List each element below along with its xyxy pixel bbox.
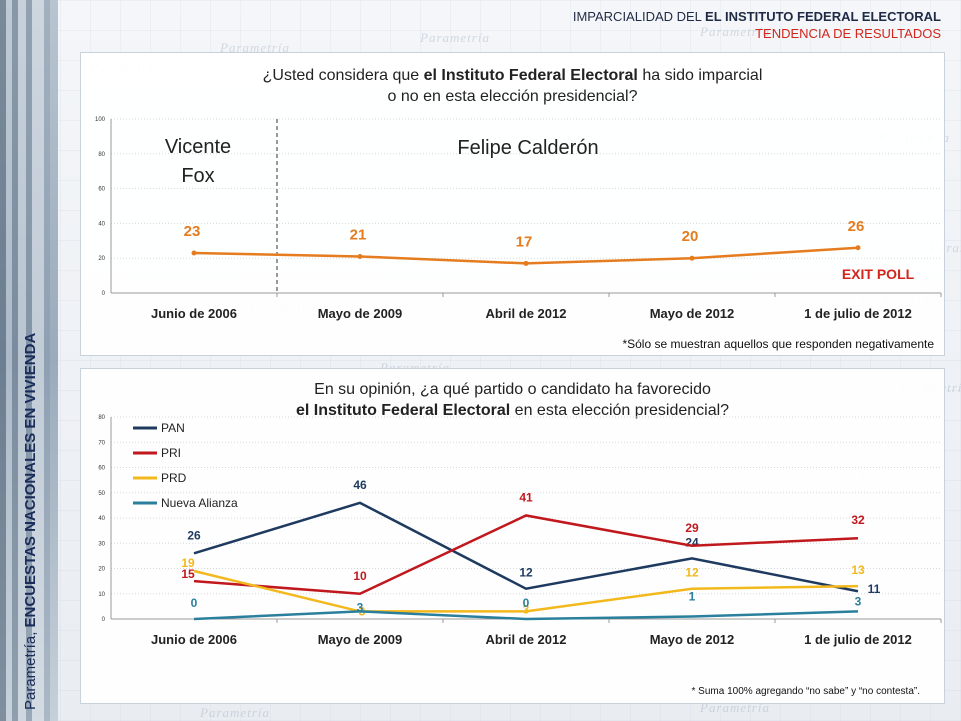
x-tick-label: Abril de 2012 [486, 632, 567, 647]
sidebar-label-prefix: Parametría, [22, 627, 39, 710]
annotation-calderon: Felipe Calderón [457, 137, 598, 159]
page-header: IMPARCIALIDAD DEL EL INSTITUTO FEDERAL E… [573, 8, 941, 42]
data-point [523, 260, 529, 266]
series-line-pri [193, 514, 859, 596]
data-label-prd: 12 [685, 566, 699, 580]
y-tick-label: 70 [98, 440, 105, 446]
data-label-pan: 12 [519, 566, 533, 580]
data-label-pri: 29 [685, 521, 699, 535]
chart2-title-post: en esta elección presidencial? [510, 402, 730, 419]
legend-label: Nueva Alianza [161, 496, 238, 510]
x-tick-label: 1 de julio de 2012 [804, 306, 912, 321]
chart2-title-line1: En su opinión, ¿a qué partido o candidat… [314, 381, 711, 398]
legend-label: PRI [161, 446, 181, 460]
data-label-pan: 11 [868, 582, 881, 596]
y-tick-label: 40 [98, 221, 105, 227]
chart1-title-post: ha sido imparcial [637, 67, 763, 84]
y-tick-label: 60 [98, 466, 105, 472]
chart1-title-bold: el Instituto Federal Electoral [423, 67, 638, 84]
series-line-prd [193, 569, 859, 613]
data-point [191, 250, 197, 256]
y-tick-label: 40 [98, 516, 105, 522]
watermark-text: Parametría [220, 40, 290, 55]
data-label-pri: 32 [851, 513, 865, 527]
data-label-nueva-alianza: 1 [689, 589, 696, 603]
data-label: 17 [516, 233, 533, 250]
watermark-text: Parametría [700, 24, 770, 39]
data-label-prd: 19 [181, 556, 195, 570]
data-point [357, 253, 363, 259]
data-label-nueva-alianza: 3 [855, 594, 862, 608]
y-tick-label: 0 [102, 291, 106, 297]
data-label-pan: 46 [353, 478, 367, 492]
y-tick-label: 100 [95, 117, 106, 123]
y-tick-label: 20 [98, 256, 105, 262]
tree-decoration [0, 0, 58, 721]
series-line-nueva-alianza [193, 610, 859, 621]
header-line1: IMPARCIALIDAD DEL EL INSTITUTO FEDERAL E… [573, 8, 941, 25]
x-tick-label: Junio de 2006 [151, 306, 237, 321]
y-tick-label: 10 [98, 592, 105, 598]
header-prefix: IMPARCIALIDAD DEL [572, 9, 706, 24]
x-tick-label: Mayo de 2012 [650, 632, 735, 647]
chart1-title: ¿Usted considera que el Instituto Federa… [81, 65, 944, 107]
data-label-prd: 13 [851, 563, 865, 577]
chart1-svg: 0 20 40 60 80 100 Junio de 2006 Mayo de 2009 Abr… [95, 117, 942, 321]
data-point [689, 255, 695, 261]
chart2-title-bold: el Instituto Federal Electoral [295, 402, 511, 419]
x-tick-label: Mayo de 2009 [318, 306, 403, 321]
y-tick-label: 0 [102, 617, 106, 623]
data-label-nueva-alianza: 3 [357, 600, 364, 614]
x-tick-label: Abril de 2012 [486, 306, 567, 321]
sidebar-label: Parametría, ENCUESTAS NACIONALES EN VIVI… [22, 333, 39, 710]
data-label: 20 [682, 228, 699, 245]
watermark-text: Parametría [200, 705, 270, 720]
annotation-exit-poll: EXIT POLL [842, 266, 915, 282]
series-line-pan [193, 501, 859, 593]
chart2-title: En su opinión, ¿a qué partido o candidat… [81, 379, 944, 421]
chart-panel-favored-party: En su opinión, ¿a qué partido o candidat… [80, 368, 945, 704]
legend-label: PRD [161, 471, 187, 485]
annotation-fox: Fox [181, 165, 214, 187]
x-tick-label: Mayo de 2012 [650, 306, 735, 321]
chart-panel-impartiality: ¿Usted considera que el Instituto Federa… [80, 52, 945, 356]
y-tick-label: 20 [98, 567, 105, 573]
chart1-footnote: *Sólo se muestran aquellos que responden… [622, 337, 934, 351]
data-label: 21 [350, 226, 367, 243]
legend-label: PAN [161, 421, 185, 435]
data-label-pan: 26 [187, 528, 201, 542]
data-label: 23 [184, 223, 201, 240]
data-label-pri: 15 [181, 567, 195, 581]
annotation-vicente: Vicente [165, 136, 231, 158]
sidebar-label-bold: ENCUESTAS NACIONALES EN VIVIENDA [22, 332, 39, 628]
chart2-footnote: * Suma 100% agregando “no sabe” y “no co… [691, 686, 920, 697]
header-line2: TENDENCIA DE RESULTADOS [755, 26, 941, 41]
data-label-nueva-alianza: 0 [523, 596, 530, 610]
y-tick-label: 80 [98, 415, 105, 421]
watermark-text: Parametría [420, 30, 490, 45]
data-label-nueva-alianza: 0 [191, 596, 198, 610]
header-bold: EL INSTITUTO FEDERAL ELECTORAL [705, 9, 941, 24]
data-label-prd: 3 [523, 602, 530, 616]
chart1-title-pre: ¿Usted considera que [262, 67, 424, 84]
chart1-title-line2: o no en esta elección presidencial? [387, 88, 638, 105]
data-point [855, 245, 861, 251]
x-tick-label: Mayo de 2009 [318, 632, 403, 647]
y-tick-label: 60 [98, 187, 105, 193]
x-tick-label: 1 de julio de 2012 [804, 632, 912, 647]
y-tick-label: 80 [98, 152, 105, 158]
y-tick-label: 30 [98, 541, 105, 547]
data-label: 26 [848, 218, 865, 235]
data-label-pri: 10 [353, 569, 367, 583]
data-label-pri: 41 [519, 490, 533, 504]
x-tick-label: Junio de 2006 [151, 632, 237, 647]
data-label-pan: 24 [685, 535, 699, 549]
y-tick-label: 50 [98, 491, 105, 497]
